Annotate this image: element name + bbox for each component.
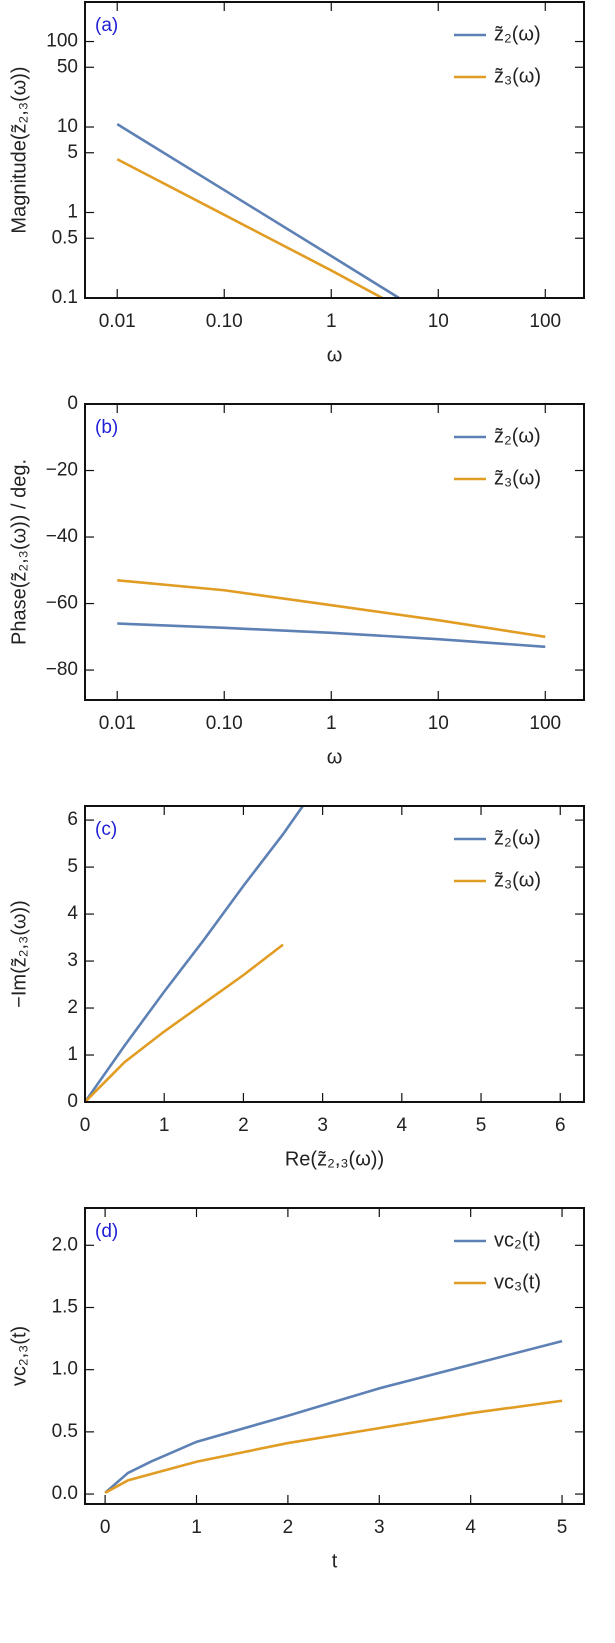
legend-label: z̃₃(ω) (494, 869, 541, 891)
y-axis-label: vc₂,₃(t) (8, 1326, 30, 1386)
plot-frame (84, 1, 585, 299)
x-tick-label: 4 (465, 1517, 476, 1538)
x-tick-label: 0 (100, 1517, 111, 1538)
series-line (104, 1399, 563, 1494)
panel-label: (d) (95, 1221, 118, 1242)
y-tick-label: 6 (67, 809, 78, 830)
x-tick-label: 1 (326, 311, 337, 332)
x-tick-label: 10 (428, 311, 449, 332)
plot-frame (84, 403, 585, 701)
series-line (116, 158, 383, 298)
panel-label: (c) (95, 819, 117, 840)
plot-frame (84, 1207, 585, 1505)
x-tick-label: 10 (428, 713, 449, 734)
x-axis-label: ω (327, 746, 343, 768)
x-tick-label: 0.01 (99, 311, 136, 332)
y-tick-label: 2 (67, 997, 78, 1018)
x-tick-label: 6 (555, 1115, 566, 1136)
y-tick-label: 5 (67, 856, 78, 877)
x-tick-label: 1 (159, 1115, 170, 1136)
y-tick-label: −60 (46, 593, 78, 614)
y-axis-label: Phase(z̃₂,₃(ω)) / deg. (8, 459, 30, 645)
x-axis-label: Re(z̃₂,₃(ω)) (285, 1148, 384, 1170)
legend-label: z̃₃(ω) (494, 65, 541, 87)
legend-label: vc₃(t) (494, 1271, 541, 1293)
legend-label: z̃₂(ω) (494, 23, 541, 45)
series-line (117, 578, 546, 639)
x-tick-label: 0.01 (99, 713, 136, 734)
y-axis-label: Magnitude(z̃₂,₃(ω)) (8, 66, 30, 233)
y-tick-label: 0.0 (52, 1483, 78, 1504)
legend-label: vc₂(t) (494, 1229, 541, 1251)
x-tick-label: 0.10 (206, 311, 243, 332)
plot-area (85, 806, 304, 1102)
y-tick-label: 10 (57, 116, 78, 137)
x-tick-label: 2 (283, 1517, 294, 1538)
legend-label: z̃₃(ω) (494, 467, 541, 489)
y-tick-label: −80 (46, 659, 78, 680)
y-tick-label: 1 (67, 202, 78, 223)
x-tick-label: 3 (374, 1517, 385, 1538)
x-tick-label: 3 (317, 1115, 328, 1136)
y-tick-label: 5 (67, 142, 78, 163)
legend-label: z̃₂(ω) (494, 827, 541, 849)
y-tick-label: 4 (67, 903, 78, 924)
plot-frame (84, 805, 585, 1103)
x-tick-label: 0.10 (206, 713, 243, 734)
x-tick-label: 5 (557, 1517, 568, 1538)
x-tick-label: 100 (529, 713, 561, 734)
x-tick-label: 5 (476, 1115, 487, 1136)
y-tick-label: 0 (67, 393, 78, 414)
y-tick-label: 3 (67, 950, 78, 971)
x-tick-label: 1 (191, 1517, 202, 1538)
x-tick-label: 100 (529, 311, 561, 332)
series-line (116, 123, 400, 298)
plot-area (116, 123, 400, 298)
x-tick-label: 2 (238, 1115, 249, 1136)
series-line (85, 806, 304, 1102)
y-tick-label: 2.0 (52, 1234, 78, 1255)
series-line (117, 622, 546, 649)
x-axis-label: ω (327, 344, 343, 366)
y-tick-label: 0.1 (52, 287, 78, 308)
y-tick-label: −40 (46, 526, 78, 547)
x-tick-label: 1 (326, 713, 337, 734)
y-tick-label: 100 (46, 31, 78, 52)
y-tick-label: 0.5 (52, 227, 78, 248)
y-axis-label: −Im(z̃₂,₃(ω)) (8, 900, 30, 1008)
panel-label: (b) (95, 417, 118, 438)
series-line (104, 1339, 563, 1494)
y-tick-label: 0.5 (52, 1421, 78, 1442)
y-tick-label: 1.0 (52, 1359, 78, 1380)
x-axis-label: t (332, 1550, 338, 1572)
x-tick-label: 0 (80, 1115, 91, 1136)
y-tick-label: 50 (57, 56, 78, 77)
y-tick-label: 1 (67, 1044, 78, 1065)
legend-label: z̃₂(ω) (494, 425, 541, 447)
y-tick-label: 1.5 (52, 1297, 78, 1318)
x-tick-label: 4 (397, 1115, 408, 1136)
plot-area (117, 578, 546, 649)
y-tick-label: −20 (46, 460, 78, 481)
panel-label: (a) (95, 15, 118, 36)
y-tick-label: 0 (67, 1091, 78, 1112)
plot-area (104, 1339, 563, 1494)
series-line (85, 943, 284, 1102)
